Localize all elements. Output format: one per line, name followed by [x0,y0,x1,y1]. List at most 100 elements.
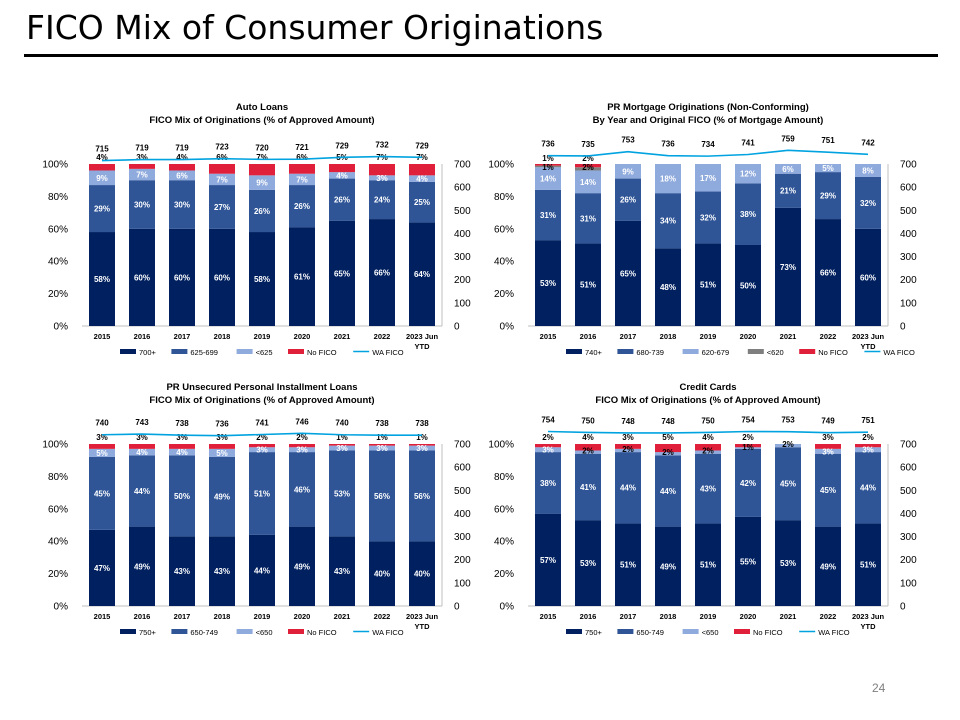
bar-segment--650 [289,447,315,453]
bar-value-label: 31% [540,211,556,220]
bar-value-label: 3% [822,447,834,456]
bar-segment--650 [695,450,721,454]
bar-value-label: 6% [216,153,228,162]
bar-segment-no-fico [289,444,315,448]
credit-cards-chart: Credit Cards FICO Mix of Originations (% … [488,382,917,637]
y-right-tick-label: 200 [454,275,471,286]
bar-value-label: 34% [660,217,676,226]
bar-value-label: 3% [176,433,188,442]
bar-value-label: 53% [580,559,596,568]
wa-fico-value-label: 754 [541,416,555,425]
bar-value-label: 40% [414,570,430,579]
bar-segment-680-739 [535,189,561,241]
bar-value-label: 1% [542,163,554,172]
bar-segment-750- [129,526,155,606]
legend-label: <625 [256,348,273,357]
y-right-tick-label: 500 [900,486,917,497]
legend-label: 740+ [585,348,603,357]
bar-segment-625-699 [209,185,235,229]
wa-fico-value-label: 740 [335,419,349,428]
x-tick-label: 2019 [254,332,271,341]
bar-segment-680-739 [615,178,641,221]
x-tick-label: 2021 [780,332,797,341]
bar-segment-740- [615,220,641,326]
auto-loans-chart: Auto Loans FICO Mix of Originations (% of… [42,102,471,357]
bar-value-label: 56% [374,492,390,501]
bar-value-label: 58% [254,275,270,284]
bar-value-label: 44% [134,487,150,496]
y-right-tick-label: 0 [454,322,460,333]
bar-segment-750- [815,526,841,606]
bar-segment-no-fico [409,164,435,176]
bar-value-label: 60% [860,273,876,282]
y-left-tick-label: 100% [488,440,514,451]
bar-value-label: 24% [374,196,390,205]
bar-value-label: 6% [782,165,794,174]
bar-segment--650 [409,445,435,451]
bar-segment-620-679 [775,164,801,174]
bar-value-label: 53% [334,489,350,498]
y-left-tick-label: 20% [494,569,514,580]
wa-fico-value-label: 741 [255,419,269,428]
wa-fico-value-label: 738 [175,419,189,428]
bar-segment--650 [369,445,395,451]
y-left-tick-label: 60% [48,224,68,235]
bar-value-label: 45% [780,480,796,489]
y-right-tick-label: 300 [454,252,471,263]
legend-label: 700+ [139,348,157,357]
x-tick-label: 2017 [174,612,191,621]
legend-swatch [734,629,750,634]
bar-segment-680-739 [735,183,761,245]
wa-fico-value-label: 750 [701,416,715,425]
x-tick-label: 2016 [134,332,151,341]
x-tick-label: 2015 [94,612,111,621]
x-tick-label: 2018 [660,612,677,621]
bar-value-label: 51% [580,281,596,290]
legend-swatch [288,629,304,634]
wa-fico-value-label: 719 [175,144,189,153]
bar-segment--650 [89,448,115,457]
y-left-tick-label: 60% [494,504,514,515]
wa-fico-value-label: 736 [661,140,675,149]
bar-value-label: 4% [416,175,428,184]
y-right-tick-label: 200 [900,275,917,286]
wa-fico-value-label: 741 [741,139,755,148]
x-tick-label: 2021 [334,332,351,341]
bar-value-label: 46% [294,485,310,494]
bar-segment-650-749 [129,455,155,527]
y-left-tick-label: 60% [48,504,68,515]
bar-value-label: 30% [134,201,150,210]
y-right-tick-label: 0 [900,322,906,333]
bar-segment-740- [655,248,681,326]
y-right-tick-label: 700 [454,160,471,171]
wa-fico-value-label: 720 [255,143,269,152]
bar-segment-no-fico [329,164,355,173]
bar-value-label: 38% [740,210,756,219]
bar-segment-no-fico [535,444,561,448]
bar-segment-no-fico [89,164,115,171]
bar-value-label: 3% [96,433,108,442]
legend-label: 650-749 [190,628,218,637]
bar-segment-650-749 [535,452,561,514]
y-left-tick-label: 100% [42,440,68,451]
x-tick-label: 2016 [134,612,151,621]
bar-value-label: 32% [700,213,716,222]
bar-value-label: 66% [820,269,836,278]
bar-segment-750- [169,536,195,606]
bar-value-label: 12% [740,170,756,179]
bar-value-label: 51% [700,281,716,290]
y-right-tick-label: 300 [454,532,471,543]
bar-value-label: 50% [740,282,756,291]
bar-segment-650-749 [775,447,801,521]
y-left-tick-label: 100% [488,160,514,171]
bar-segment-680-739 [775,173,801,208]
bar-segment-no-fico [249,164,275,176]
bar-value-label: 26% [254,207,270,216]
bar-value-label: 53% [780,559,796,568]
bar-segment-no-fico [249,444,275,448]
bar-segment-750- [289,526,315,606]
bar-segment-650-749 [695,453,721,524]
bar-value-label: 66% [374,269,390,278]
x-tick-label: 2018 [660,332,677,341]
legend-swatch [799,349,816,354]
